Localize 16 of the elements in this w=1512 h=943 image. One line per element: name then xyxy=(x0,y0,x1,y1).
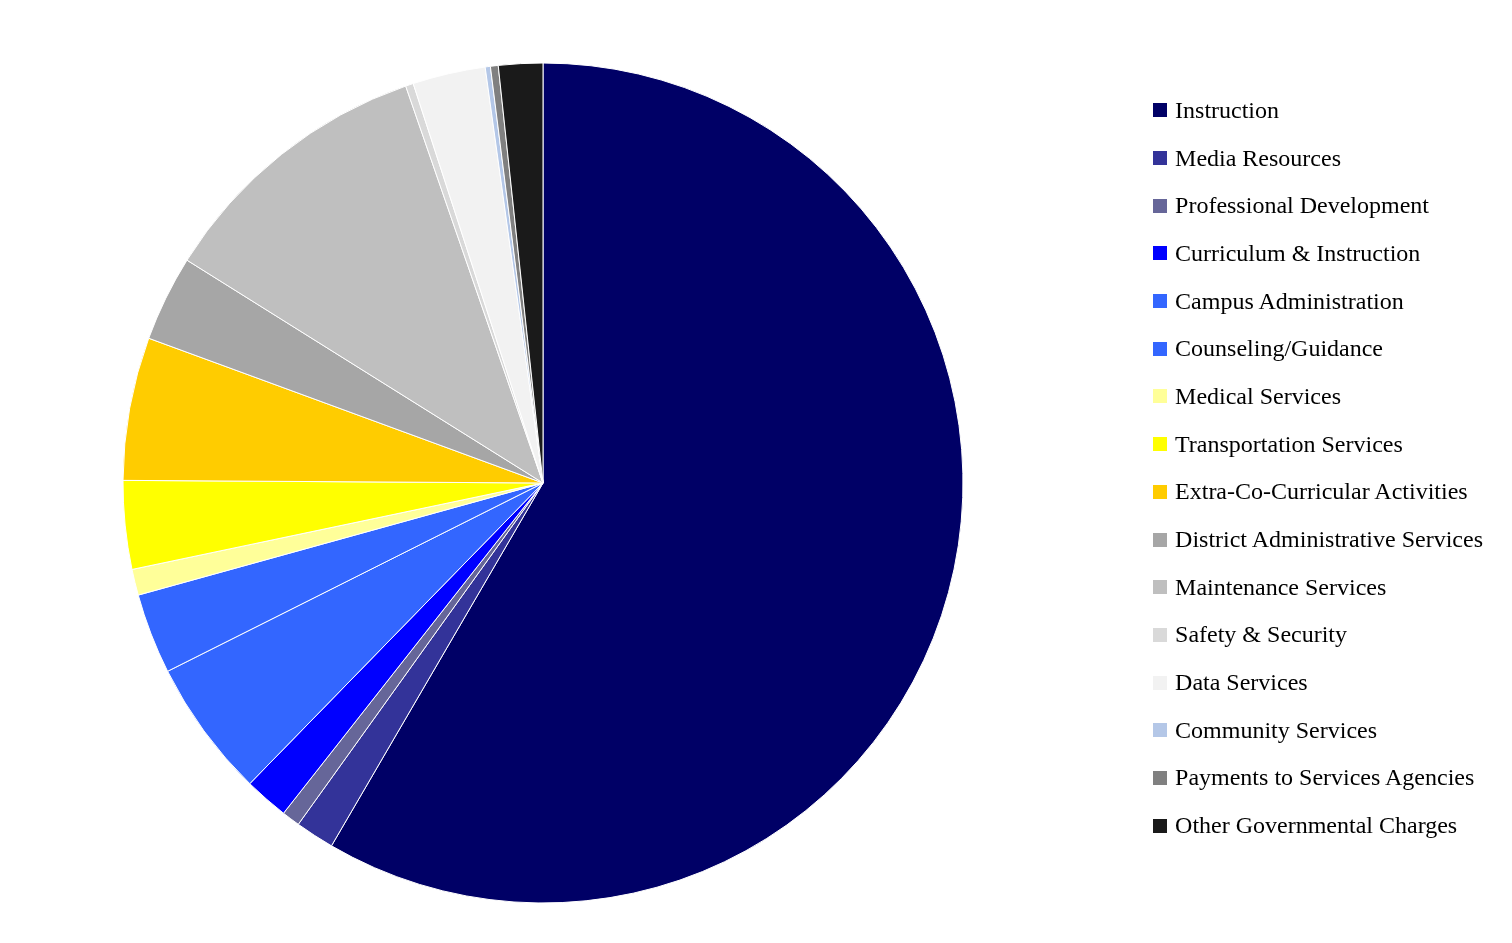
legend-label: Campus Administration xyxy=(1175,287,1404,315)
legend-label: Community Services xyxy=(1175,716,1378,744)
legend-label: District Administrative Services xyxy=(1175,526,1483,554)
legend-label: Extra-Co-Curricular Activities xyxy=(1175,478,1468,506)
legend-label: Counseling/Guidance xyxy=(1175,335,1384,363)
legend-label: Other Governmental Charges xyxy=(1175,812,1458,840)
legend-label: Medical Services xyxy=(1175,382,1341,410)
legend-label: Professional Development xyxy=(1175,192,1429,220)
legend-label: Instruction xyxy=(1175,96,1280,124)
legend-label: Safety & Security xyxy=(1175,621,1348,649)
legend-label: Media Resources xyxy=(1175,144,1341,172)
legend-label: Payments to Services Agencies xyxy=(1175,764,1475,792)
legend-label: Data Services xyxy=(1175,669,1308,697)
legend-label: Curriculum & Instruction xyxy=(1175,239,1421,267)
legend-label: Maintenance Services xyxy=(1175,573,1387,601)
legend-label: Transportation Services xyxy=(1175,430,1403,458)
